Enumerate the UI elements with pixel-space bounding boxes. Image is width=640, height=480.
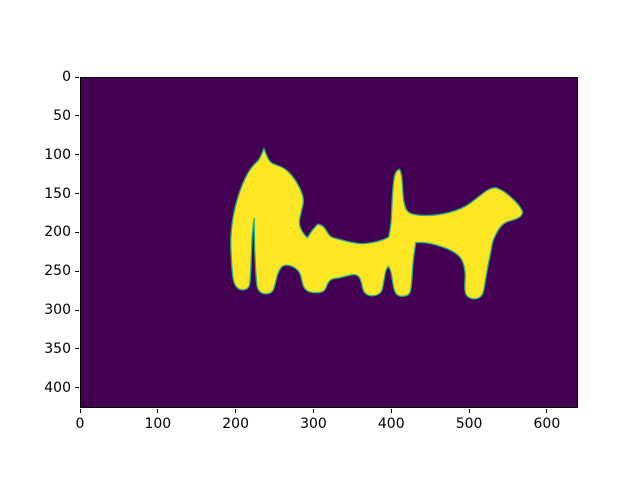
y-tick-mark [75,76,79,78]
y-tick-mark [75,231,79,233]
y-tick-mark [75,348,79,350]
y-tick-label: 100 [44,146,71,163]
y-tick-label: 150 [44,185,71,202]
y-tick-mark [75,270,79,272]
y-tick-label: 350 [44,340,71,357]
y-tick-mark [75,387,79,389]
x-tick-label: 200 [222,416,249,432]
segmentation-mask-svg [81,78,577,407]
x-tick-mark [79,409,81,413]
x-tick-label: 400 [377,416,405,432]
plot-area [80,77,578,408]
x-tick-mark [235,409,237,413]
y-tick-mark [75,115,79,117]
y-tick-label: 400 [44,379,71,396]
x-tick-label: 300 [300,416,327,432]
y-tick-mark [75,154,79,156]
y-tick-mark [75,309,79,311]
x-tick-label: 0 [75,416,85,432]
y-tick-label: 200 [44,224,71,241]
x-tick-mark [468,409,470,413]
y-tick-label: 300 [44,302,71,319]
x-tick-mark [157,409,159,413]
x-tick-mark [390,409,392,413]
y-tick-label: 50 [53,107,71,124]
x-tick-mark [546,409,548,413]
y-tick-mark [75,193,79,195]
mask-shape [230,147,524,300]
x-tick-label: 600 [533,416,561,432]
x-tick-label: 100 [144,416,172,432]
y-tick-label: 0 [62,69,71,85]
y-tick-label: 250 [44,263,71,280]
x-tick-mark [312,409,314,413]
x-tick-label: 500 [455,416,483,432]
